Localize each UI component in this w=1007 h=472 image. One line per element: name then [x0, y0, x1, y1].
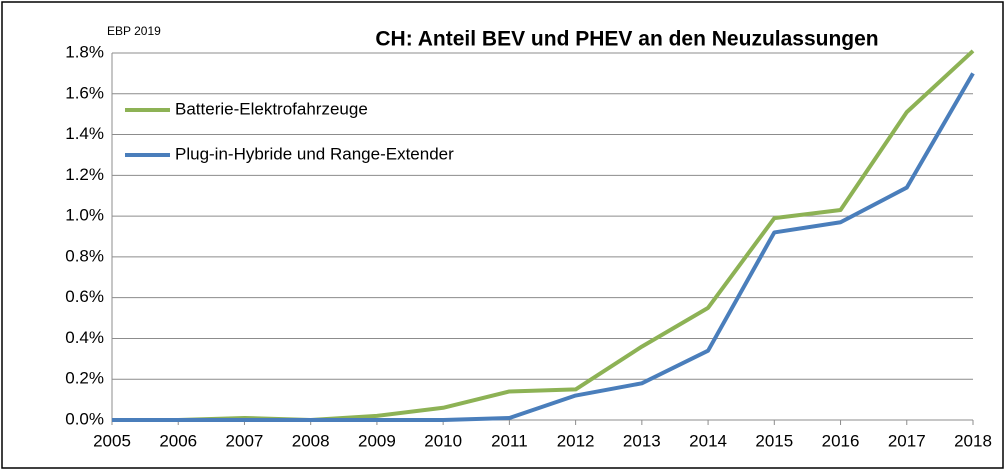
- x-tick-label: 2017: [888, 431, 926, 450]
- x-tick-label: 2008: [292, 431, 330, 450]
- x-tick-label: 2006: [159, 431, 197, 450]
- y-tick-label: 0.8%: [65, 246, 104, 265]
- x-tick-label: 2012: [557, 431, 595, 450]
- x-tick-label: 2010: [424, 431, 462, 450]
- x-tick-label: 2005: [93, 431, 131, 450]
- y-tick-label: 0.4%: [65, 328, 104, 347]
- y-tick-label: 1.2%: [65, 165, 104, 184]
- chart-title: CH: Anteil BEV und PHEV an den Neuzulass…: [375, 28, 878, 51]
- y-tick-label: 1.6%: [65, 83, 104, 102]
- y-tick-label: 0.2%: [65, 369, 104, 388]
- x-tick-label: 2015: [755, 431, 793, 450]
- y-tick-label: 0.0%: [65, 409, 104, 428]
- x-tick-label: 2007: [226, 431, 264, 450]
- legend-label: Batterie-Elektrofahrzeuge: [175, 99, 368, 118]
- y-tick-label: 1.4%: [65, 124, 104, 143]
- annotation: EBP 2019: [107, 24, 161, 38]
- x-tick-label: 2014: [689, 431, 727, 450]
- y-tick-label: 1.8%: [65, 42, 104, 61]
- x-tick-label: 2013: [623, 431, 661, 450]
- x-tick-label: 2018: [954, 431, 992, 450]
- legend-label: Plug-in-Hybride und Range-Extender: [175, 144, 454, 163]
- x-tick-label: 2009: [358, 431, 396, 450]
- series-line: [112, 72, 975, 422]
- x-tick-label: 2011: [491, 431, 528, 450]
- y-tick-label: 1.0%: [65, 206, 104, 225]
- y-tick-label: 0.6%: [65, 287, 104, 306]
- x-tick-label: 2016: [822, 431, 860, 450]
